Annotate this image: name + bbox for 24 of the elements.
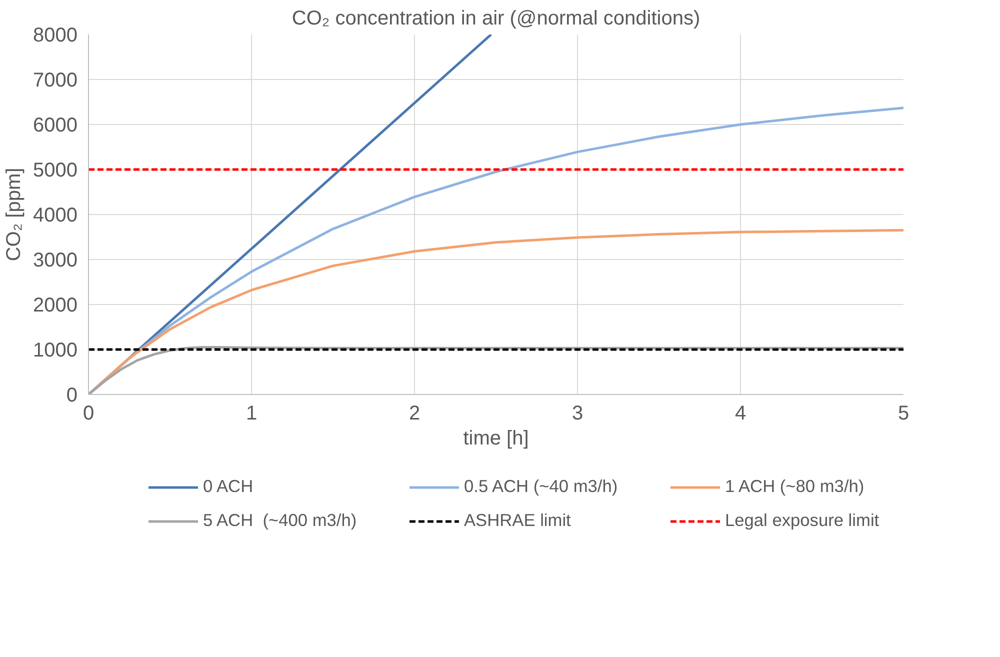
x-tick-label: 4 bbox=[734, 402, 746, 424]
legend-label: Legal exposure limit bbox=[725, 510, 880, 531]
legend-label: 0 ACH bbox=[203, 476, 254, 497]
y-tick-label: 0 bbox=[66, 384, 78, 406]
x-tick-label: 2 bbox=[408, 402, 420, 424]
y-tick-label: 1000 bbox=[33, 340, 78, 362]
y-tick-label: 3000 bbox=[33, 250, 78, 272]
y-tick-label: 6000 bbox=[33, 114, 78, 136]
x-tick-label: 3 bbox=[572, 402, 584, 424]
x-tick-label: 1 bbox=[246, 402, 258, 424]
legend-label: 1 ACH (~80 m3/h) bbox=[725, 476, 866, 497]
y-tick-label: 5000 bbox=[33, 160, 78, 182]
y-axis-title: CO₂ [ppm] bbox=[3, 168, 26, 262]
x-axis-title: time [h] bbox=[463, 428, 529, 450]
y-tick-label: 7000 bbox=[33, 70, 78, 92]
y-tick-label: 2000 bbox=[33, 294, 78, 316]
x-tick-label: 5 bbox=[898, 402, 910, 424]
legend-label: 5 ACH (~400 m3/h) bbox=[203, 510, 358, 531]
x-tick-label: 0 bbox=[82, 402, 94, 424]
y-tick-label: 4000 bbox=[33, 204, 78, 226]
legend-label: ASHRAE limit bbox=[464, 510, 572, 531]
chart-title: CO₂ concentration in air (@normal conditions) bbox=[292, 8, 700, 30]
y-tick-label: 8000 bbox=[33, 24, 78, 46]
legend-label: 0.5 ACH (~40 m3/h) bbox=[464, 476, 619, 497]
